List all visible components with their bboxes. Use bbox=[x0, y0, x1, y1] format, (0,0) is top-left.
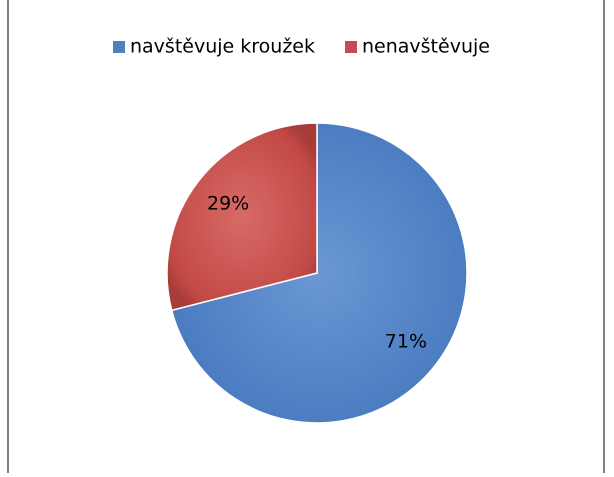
pie-slice bbox=[170, 122, 468, 424]
data-label: 29% bbox=[207, 193, 249, 215]
legend-label: nenavštěvuje bbox=[362, 36, 490, 58]
legend-label: navštěvuje kroužek bbox=[130, 36, 315, 58]
pie-slice bbox=[166, 122, 318, 312]
data-label: 71% bbox=[385, 330, 427, 352]
legend-swatch bbox=[113, 41, 125, 53]
frame bbox=[7, 0, 605, 477]
legend-swatch bbox=[345, 41, 357, 53]
